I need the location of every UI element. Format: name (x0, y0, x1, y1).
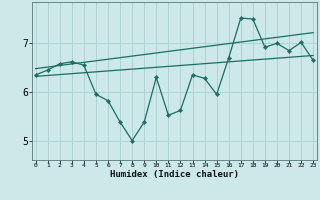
X-axis label: Humidex (Indice chaleur): Humidex (Indice chaleur) (110, 170, 239, 179)
